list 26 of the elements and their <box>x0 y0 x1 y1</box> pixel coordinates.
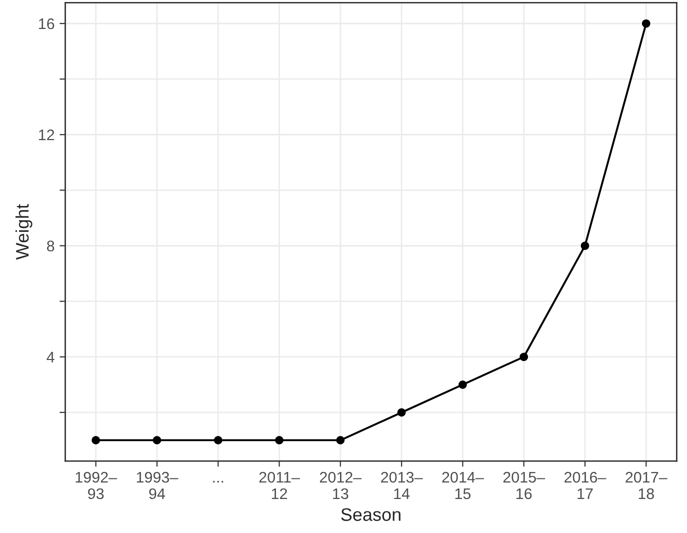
y-tick-label: 8 <box>47 240 54 252</box>
x-tick-label: 2015– 16 <box>503 472 546 500</box>
point <box>336 436 345 444</box>
x-tick-label: 2017– 18 <box>626 472 668 500</box>
y-axis-title: Weight <box>15 204 32 260</box>
x-tick-label: ... <box>213 480 224 483</box>
point <box>275 436 284 444</box>
x-tick-label: 2011– 12 <box>259 472 300 499</box>
point <box>458 380 467 389</box>
point <box>397 408 406 417</box>
x-tick-label: 2014– 15 <box>442 472 484 500</box>
point <box>642 19 650 28</box>
y-tick-label: 16 <box>39 18 54 30</box>
x-tick-label: 2012– 13 <box>320 472 362 500</box>
x-tick-label: 1993– 94 <box>136 472 178 500</box>
x-tick-label: 1992– 93 <box>76 472 118 500</box>
x-axis-title: Season <box>341 508 400 521</box>
x-tick-label: 2016– 17 <box>564 472 606 499</box>
point <box>92 436 100 444</box>
y-tick-label: 4 <box>46 352 54 362</box>
point <box>214 436 222 444</box>
point <box>520 352 528 362</box>
point <box>152 436 162 444</box>
point <box>580 242 590 250</box>
y-tick-label: 12 <box>39 129 54 140</box>
x-tick-label: 2013– 14 <box>381 472 423 499</box>
